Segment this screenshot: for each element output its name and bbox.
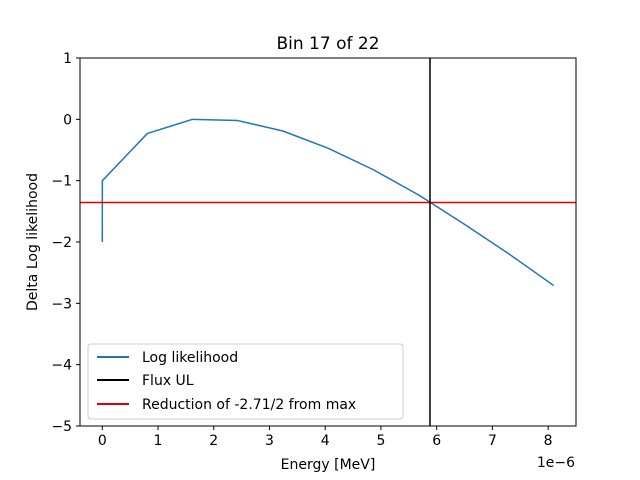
y-axis: 1 0 −1 −2 −3 −4 −5	[51, 51, 80, 435]
x-axis: 0 1 2 3 4 5 6 7 8	[98, 426, 553, 449]
y-axis-label: Delta Log likelihood	[25, 173, 41, 311]
x-tick-label: 8	[544, 433, 553, 449]
series-line-log-likelihood	[101, 118, 555, 287]
y-tick-label: 0	[63, 112, 72, 128]
x-tick-label: 7	[488, 433, 497, 449]
x-tick-label: 0	[98, 433, 107, 449]
y-tick-label: −3	[51, 296, 72, 312]
x-tick-label: 3	[265, 433, 274, 449]
y-tick-label: −2	[51, 235, 72, 251]
y-tick-label: −4	[51, 358, 72, 374]
x-tick-label: 4	[321, 433, 330, 449]
legend-box	[87, 343, 404, 420]
chart-title: Bin 17 of 22	[276, 34, 379, 54]
x-axis-label: Energy [MeV]	[281, 457, 376, 473]
x-tick-label: 2	[209, 433, 218, 449]
y-tick-label: −5	[51, 419, 72, 435]
x-tick-label: 6	[432, 433, 441, 449]
legend-label-reduction: Reduction of -2.71/2 from max	[142, 397, 356, 413]
legend: Log likelihood Flux UL Reduction of -2.7…	[87, 343, 404, 420]
plot-area	[80, 58, 576, 426]
y-tick-label: −1	[51, 174, 72, 190]
legend-label-flux-ul: Flux UL	[142, 373, 194, 389]
y-tick-label: 1	[63, 51, 72, 67]
legend-label-log-likelihood: Log likelihood	[142, 350, 238, 366]
x-offset-label: 1e−6	[537, 455, 575, 471]
x-tick-label: 5	[376, 433, 385, 449]
x-tick-label: 1	[154, 433, 163, 449]
